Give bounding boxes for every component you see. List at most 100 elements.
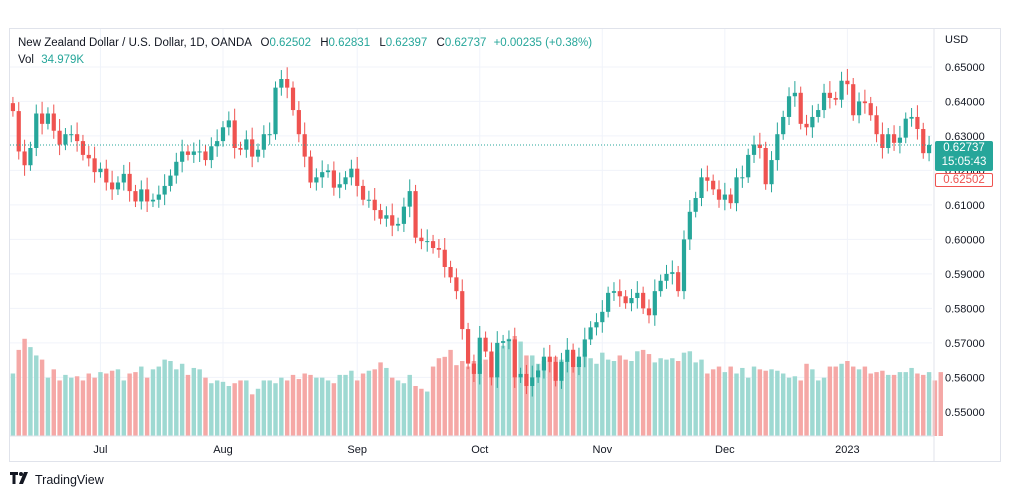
symbol-title: New Zealand Dollar / U.S. Dollar, 1D, OA… (18, 37, 252, 49)
candle-body (308, 156, 313, 183)
candle-body (740, 177, 745, 179)
candle-body (285, 79, 290, 88)
volume-bar (168, 361, 173, 436)
candle-body (454, 277, 459, 292)
candle-body (676, 272, 681, 292)
candle-body (45, 113, 51, 124)
candle-body (250, 139, 255, 157)
volume-bar (220, 381, 226, 436)
y-tick-label: 0.58000 (945, 303, 985, 315)
volume-bar (693, 362, 698, 436)
volume-bar (605, 359, 611, 436)
x-tick-label: Dec (715, 444, 735, 456)
volume-bar (483, 359, 488, 436)
volume-bar (302, 373, 307, 436)
volume-bar (121, 380, 127, 436)
candle-body (716, 189, 722, 200)
volume-bar (331, 383, 337, 436)
volume-key: Vol (18, 54, 34, 66)
candle-body (320, 172, 325, 178)
volume-bar (296, 379, 302, 436)
candle-body (395, 223, 401, 226)
candle-body (827, 92, 832, 98)
volume-bar (51, 369, 56, 436)
volume-bar (646, 354, 652, 436)
candle-body (821, 92, 827, 111)
candle-body (255, 149, 261, 157)
volume-bar (343, 374, 348, 436)
candle-body (162, 185, 167, 195)
volume-bar (652, 362, 658, 436)
volume-bar (139, 366, 144, 436)
candle-body (425, 241, 430, 243)
candle-body (16, 111, 21, 152)
volume-bar (810, 369, 815, 436)
volume-bar (775, 370, 780, 436)
candle-body (232, 120, 237, 148)
candle-body (220, 127, 226, 142)
candle-body (862, 101, 867, 104)
candle-body (471, 363, 477, 374)
candle-body (401, 206, 406, 224)
candle-body (325, 170, 331, 173)
volume-row: Vol 34.979K (18, 52, 592, 69)
footer-brand[interactable]: TradingView (10, 472, 104, 487)
candle-body (197, 151, 202, 153)
candle-body (191, 151, 196, 155)
volume-bar (897, 372, 903, 436)
volume-bar (10, 373, 16, 436)
volume-bar (623, 359, 628, 436)
volume-bar (471, 361, 477, 436)
volume-bar (442, 356, 447, 436)
y-tick-label: 0.59000 (945, 269, 985, 281)
chart-legend: New Zealand Dollar / U.S. Dollar, 1D, OA… (18, 35, 592, 69)
volume-bar (390, 377, 395, 436)
volume-bar (734, 373, 739, 436)
countdown-timer: 15:05:43 (941, 156, 987, 168)
candle-body (436, 248, 442, 250)
volume-bar (681, 352, 687, 436)
volume-bar (932, 380, 938, 436)
candle-body (646, 308, 652, 316)
volume-bar (716, 366, 722, 436)
candle-body (51, 113, 56, 131)
candle-body (63, 134, 68, 145)
volume-bar (98, 372, 103, 436)
candle-body (839, 80, 844, 100)
candle-body (349, 168, 354, 178)
candle-body (833, 97, 838, 100)
candle-body (442, 249, 447, 267)
volume-bar (74, 376, 80, 436)
volume-bar (80, 380, 86, 436)
candle-body (856, 101, 862, 116)
volume-bar (565, 361, 570, 436)
volume-bar (640, 349, 646, 436)
candle-body (75, 134, 80, 142)
volume-bar (144, 377, 150, 436)
candle-body (448, 266, 453, 278)
candle-body (39, 113, 45, 124)
candle-body (121, 173, 126, 183)
volume-bar (63, 374, 68, 436)
volume-bar (45, 377, 51, 436)
candle-body (477, 337, 482, 374)
open-value: 0.62502 (269, 37, 312, 49)
candle-body (536, 370, 541, 378)
candle-body (372, 199, 377, 211)
close-key: C (436, 37, 445, 49)
candle-body (588, 327, 593, 340)
ohlc-row: New Zealand Dollar / U.S. Dollar, 1D, OA… (18, 35, 592, 52)
candle-body (775, 134, 780, 161)
volume-bar (104, 373, 109, 436)
volume-bar (191, 367, 197, 436)
volume-bar (249, 394, 255, 436)
volume-bar (891, 374, 897, 436)
volume-bar (553, 356, 558, 436)
volume-bar (845, 361, 850, 436)
volume-bar (28, 347, 33, 436)
candle-body (629, 298, 634, 304)
high-key: H (320, 37, 329, 49)
close-value: 0.62737 (444, 37, 487, 49)
candle-body (617, 291, 622, 297)
